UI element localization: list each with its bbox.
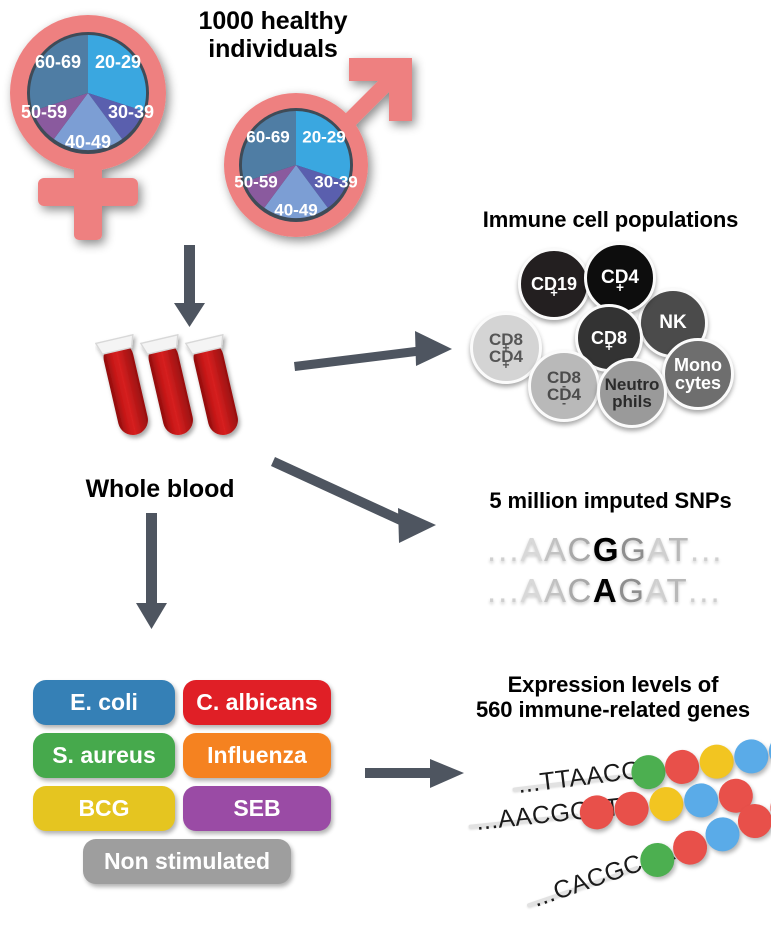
- immune-cell-label: CD8 +: [488, 329, 523, 355]
- gene-bead: [732, 737, 771, 776]
- female-gender-symbol: 20-29 30-39 40-49 50-59 60-69: [6, 10, 196, 250]
- snp-base: A: [645, 572, 667, 609]
- stimulus-bcg[interactable]: BCG: [33, 786, 175, 831]
- immune-cell-label: CD8-: [546, 367, 581, 393]
- arrow-stimuli-to-expression: [365, 759, 464, 788]
- cohort-heading: 1000 healthy individuals: [178, 7, 368, 63]
- whole-blood-label: Whole blood: [85, 475, 235, 503]
- immune-cell-label: CD8 +: [590, 327, 627, 355]
- female-pie-label-40-49: 40-49: [65, 132, 111, 152]
- stimulus-e-coli[interactable]: E. coli: [33, 680, 175, 725]
- female-pie-label-20-29: 20-29: [95, 52, 141, 72]
- male-gender-symbol: 20-29 30-39 40-49 50-59 60-69: [203, 40, 423, 250]
- snp-base: G: [618, 572, 646, 609]
- snp-suffix-dots: ...: [688, 572, 722, 609]
- blood-tube: [94, 333, 148, 435]
- gene-bead: [663, 747, 701, 786]
- snp-variant-allele: G: [592, 531, 621, 568]
- snp-variant-allele: A: [592, 572, 619, 609]
- snp-prefix-dots: ...: [487, 572, 521, 609]
- female-age-pie: [29, 34, 147, 151]
- immune-cell-cd19p: CD19 +: [518, 248, 590, 320]
- immune-cell-label: CD19 +: [530, 273, 578, 301]
- blood-tube: [184, 333, 238, 435]
- snp-allele-row: ...AACGGAT...: [487, 531, 723, 569]
- arrow-blood-to-snps: [271, 457, 436, 543]
- expression-heading-line1: Expression levels of: [507, 672, 719, 697]
- immune-cell-label: Neutro: [604, 374, 660, 394]
- male-pie-label-20-29: 20-29: [302, 127, 345, 146]
- immune-cell-monocytes: Mono cytes: [662, 338, 734, 410]
- whole-blood-tubes: [94, 330, 255, 455]
- stimulus-non-stimulated[interactable]: Non stimulated: [83, 839, 291, 884]
- stimulus-seb[interactable]: SEB: [183, 786, 331, 831]
- snp-base: A: [520, 531, 545, 568]
- female-pie-label-60-69: 60-69: [35, 52, 81, 72]
- stimulus-label: C. albicans: [196, 689, 318, 715]
- snp-base: A: [520, 572, 545, 609]
- stimulus-influenza[interactable]: Influenza: [183, 733, 331, 778]
- cohort-heading-line1: 1000 healthy: [198, 7, 348, 35]
- snp-base: A: [544, 572, 568, 609]
- immune-cell-label: NK: [659, 312, 687, 334]
- arrow-cohort-to-blood: [174, 245, 205, 327]
- snp-base: C: [567, 572, 593, 609]
- snp-base: C: [567, 531, 593, 568]
- male-pie-label-50-59: 50-59: [234, 172, 277, 191]
- expression-heading: Expression levels of 560 immune-related …: [455, 672, 771, 722]
- gene-bead: [682, 781, 720, 820]
- male-pie-label-30-39: 30-39: [314, 172, 357, 191]
- snp-prefix-dots: ...: [487, 531, 521, 568]
- immune-cell-label: Mono: [674, 354, 722, 375]
- snp-base: T: [666, 572, 689, 609]
- immune-cell-label: CD4 +: [600, 267, 639, 295]
- arrow-blood-to-immune: [294, 331, 452, 371]
- arrow-blood-to-stimuli: [136, 513, 167, 629]
- snp-suffix-dots: ...: [689, 531, 724, 568]
- stimulus-c-albicans[interactable]: C. albicans: [183, 680, 331, 725]
- stimulus-label: SEB: [233, 795, 281, 821]
- snp-base: A: [647, 531, 669, 568]
- immune-heading: Immune cell populations: [482, 207, 739, 232]
- female-pie-label-50-59: 50-59: [21, 102, 67, 122]
- blood-tube: [139, 333, 193, 435]
- gene-bead: [697, 742, 736, 781]
- snp-base: T: [668, 531, 690, 568]
- immune-cell-label: phils: [612, 392, 652, 411]
- snp-allele-row: ...AACAGAT...: [487, 572, 722, 610]
- cohort-heading-line2: individuals: [208, 35, 338, 63]
- immune-cell-label: CD4-: [546, 385, 581, 411]
- stimulus-s-aureus[interactable]: S. aureus: [33, 733, 175, 778]
- stimulus-label: S. aureus: [52, 742, 156, 768]
- immune-cell-label: CD4 +: [488, 347, 523, 373]
- stimulus-label: E. coli: [70, 689, 138, 715]
- immune-cell-cd4p: CD4 +: [584, 242, 656, 314]
- stimulus-label: Influenza: [207, 742, 307, 768]
- female-pie-label-30-39: 30-39: [108, 102, 154, 122]
- gene-bead: [647, 785, 686, 823]
- immune-cell-cluster: CD8 + CD4 + NK CD19 + CD4 + CD8 + Mono cytes …: [460, 240, 760, 428]
- expression-heading-line2: 560 immune-related genes: [476, 696, 750, 722]
- male-age-pie: [241, 110, 351, 219]
- stimulus-label: BCG: [78, 795, 130, 821]
- snps-heading: 5 million imputed SNPs: [489, 488, 732, 513]
- male-pie-label-60-69: 60-69: [246, 127, 289, 146]
- snp-base: A: [544, 531, 568, 568]
- snp-base: G: [620, 531, 648, 568]
- immune-cell-neutrophils: Neutro phils: [597, 358, 667, 428]
- stimulus-label: Non stimulated: [103, 848, 271, 874]
- male-pie-label-40-49: 40-49: [274, 200, 317, 219]
- immune-cell-label: cytes: [674, 373, 722, 393]
- immune-cell-cd8n-cd4n: CD8- CD4-: [528, 350, 600, 422]
